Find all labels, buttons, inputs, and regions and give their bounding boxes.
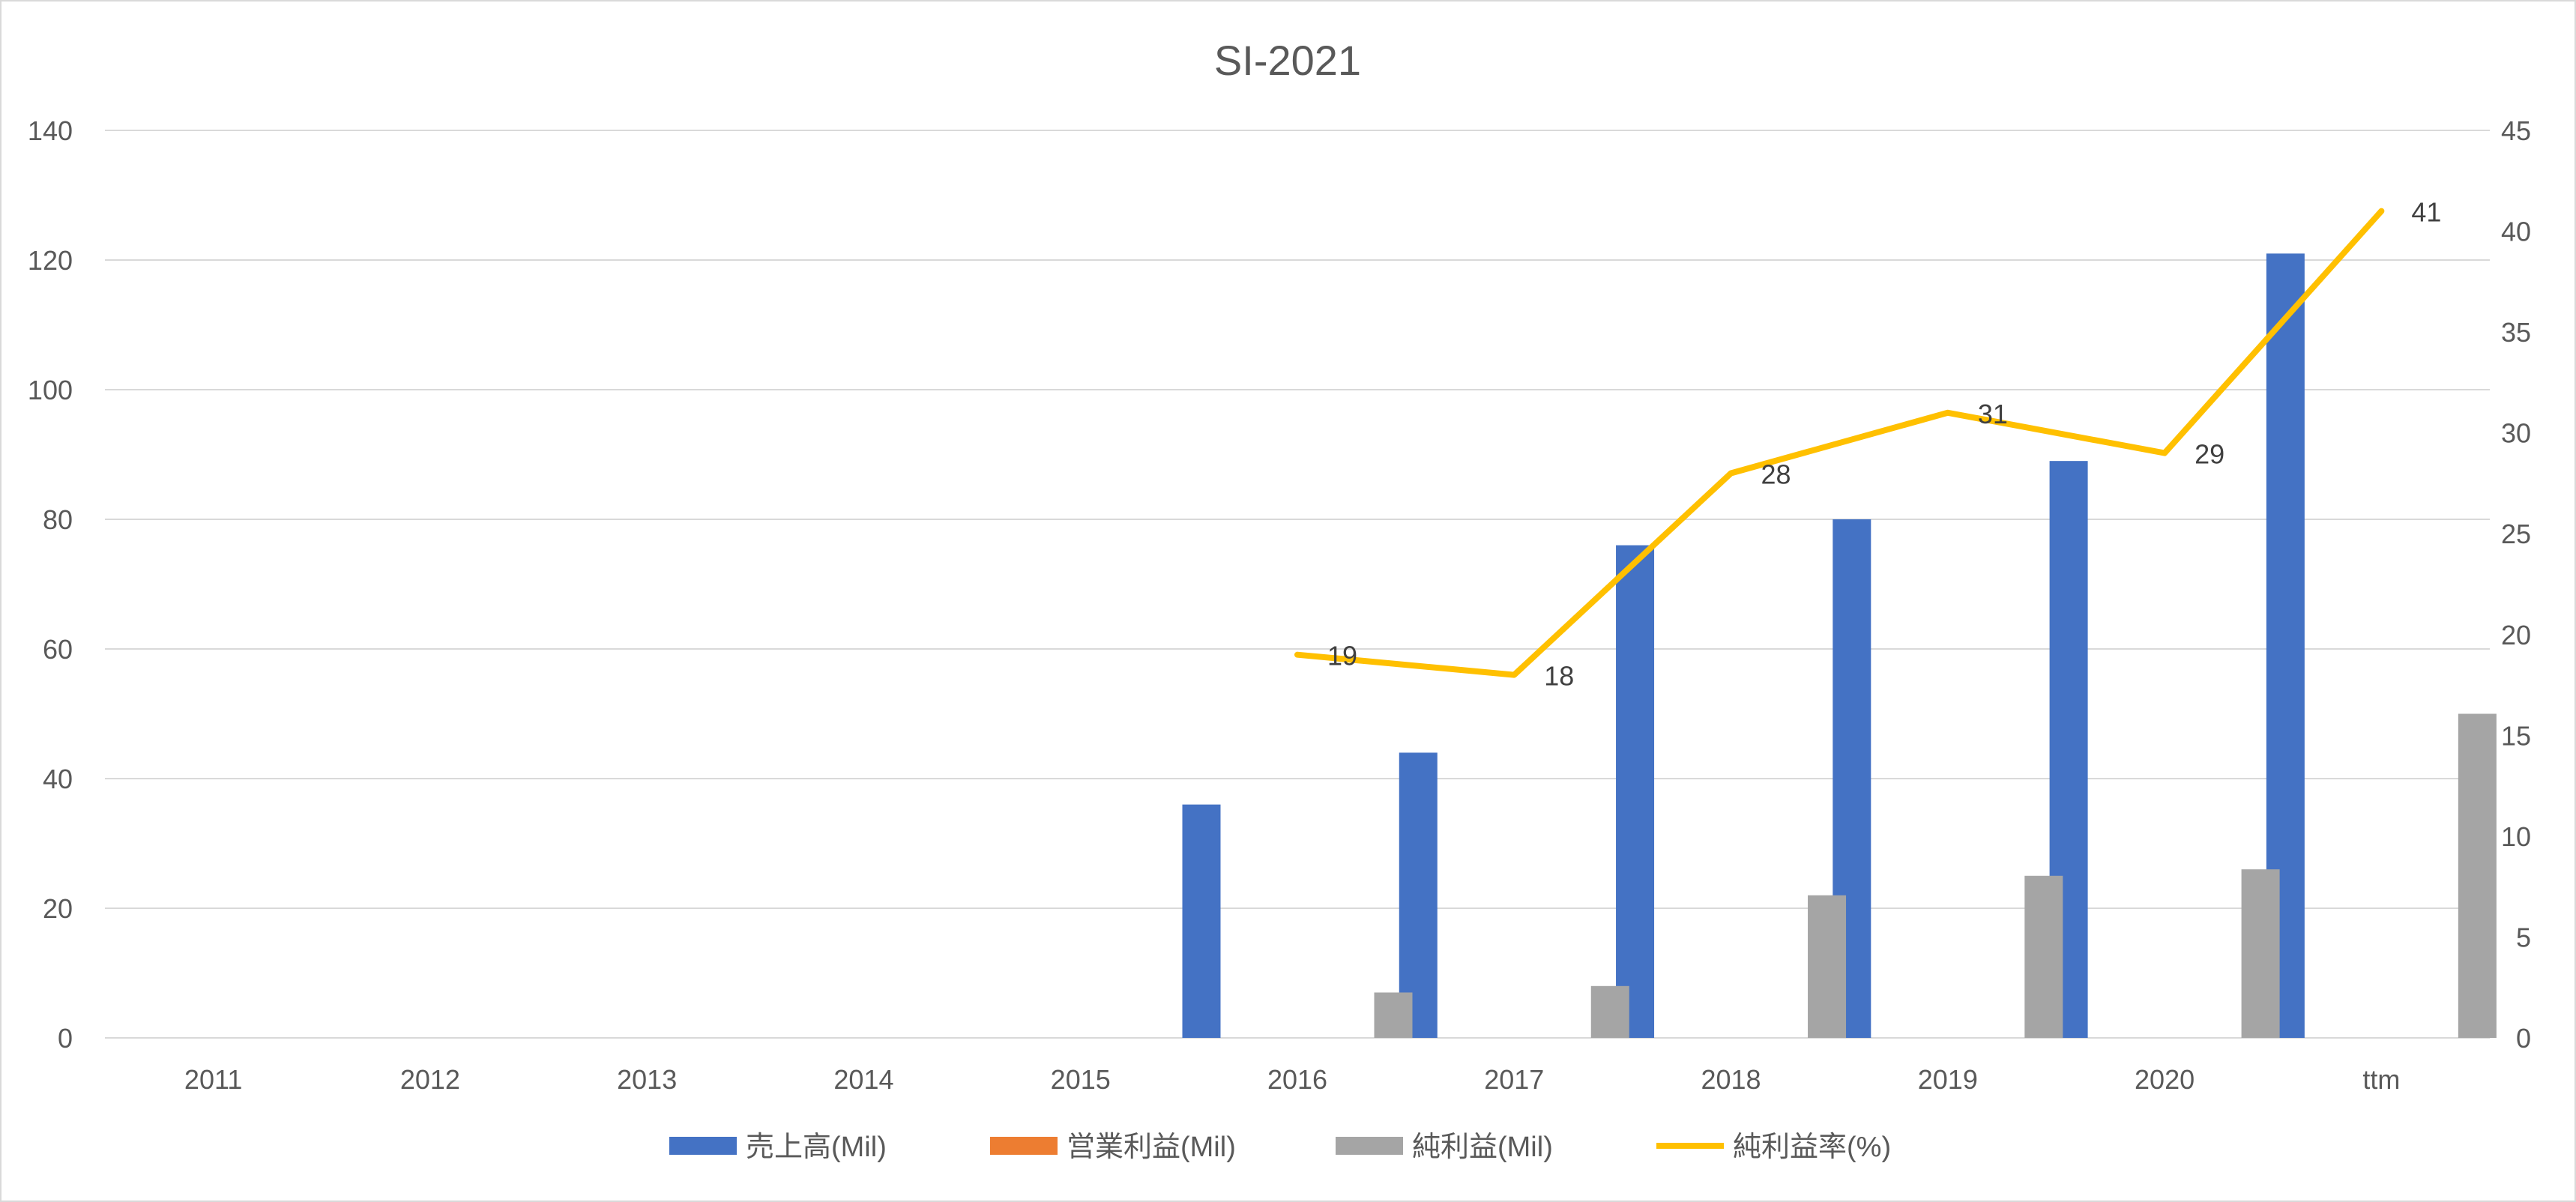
x-tick-label: 2015: [1051, 1064, 1111, 1095]
legend-swatch: [669, 1137, 737, 1155]
x-tick-label: 2020: [2135, 1064, 2195, 1095]
y-right-tick-label: 0: [2516, 1023, 2531, 1054]
y-left-tick-label: 40: [43, 764, 73, 794]
chart-title: SI-2021: [1214, 37, 1361, 84]
gridlines: [105, 130, 2490, 1039]
y-right-tick-label: 20: [2501, 620, 2531, 650]
y-left-tick-label: 100: [28, 375, 73, 405]
y-right-tick-label: 5: [2516, 922, 2531, 952]
y-right-tick-label: 35: [2501, 317, 2531, 348]
right-axis: 0 5 10 15 20 25 30 35 40 45: [2501, 115, 2531, 1054]
legend-swatch: [990, 1137, 1058, 1155]
legend-label: 純利益率(%): [1733, 1132, 1891, 1163]
data-label: 31: [1978, 399, 2008, 429]
y-left-tick-label: 80: [43, 504, 73, 535]
bar: [1399, 752, 1438, 1038]
data-label: 19: [1327, 641, 1357, 671]
y-left-tick-label: 120: [28, 245, 73, 276]
y-right-tick-label: 40: [2501, 217, 2531, 247]
x-tick-label: 2017: [1484, 1064, 1544, 1095]
y-right-tick-label: 10: [2501, 821, 2531, 852]
legend-label: 売上高(Mil): [746, 1132, 887, 1163]
legend-label: 営業利益(Mil): [1067, 1132, 1236, 1163]
bar: [2024, 875, 2063, 1038]
y-right-tick-label: 30: [2501, 418, 2531, 449]
line-series-path: [1294, 208, 2385, 678]
data-label: 28: [1761, 459, 1791, 489]
bars: [1182, 253, 2497, 1039]
bar: [2241, 869, 2280, 1038]
legend: 売上高(Mil) 営業利益(Mil) 純利益(Mil) 純利益率(%): [669, 1132, 1891, 1163]
legend-label: 純利益(Mil): [1412, 1132, 1553, 1163]
bar: [1616, 545, 1655, 1038]
x-tick-label: 2013: [617, 1064, 677, 1095]
bar: [1374, 992, 1413, 1038]
y-left-tick-label: 0: [58, 1023, 73, 1054]
x-tick-label: ttm: [2362, 1064, 2400, 1095]
x-tick-label: 2018: [1701, 1064, 1761, 1095]
data-label: 18: [1544, 661, 1574, 692]
bar: [1808, 895, 1847, 1038]
bar: [1590, 985, 1629, 1038]
legend-swatch: [1336, 1137, 1403, 1155]
y-right-tick-label: 15: [2501, 720, 2531, 751]
bar: [2458, 713, 2497, 1038]
x-axis: 2011 2012 2013 2014 2015 2016 2017 2018 2019 2020…: [184, 1064, 2400, 1095]
y-left-tick-label: 20: [43, 893, 73, 924]
y-left-tick-label: 140: [28, 115, 73, 146]
x-tick-label: 2014: [833, 1064, 893, 1095]
bar: [1182, 804, 1221, 1038]
data-label: 41: [2411, 197, 2441, 228]
x-tick-label: 2011: [184, 1064, 242, 1095]
data-label: 29: [2195, 439, 2224, 470]
x-tick-label: 2012: [400, 1064, 460, 1095]
line-series: 19 18 28 31 29 41: [1294, 197, 2441, 692]
y-right-tick-label: 45: [2501, 115, 2531, 146]
x-tick-label: 2016: [1267, 1064, 1327, 1095]
y-left-tick-label: 60: [43, 634, 73, 665]
x-tick-label: 2019: [1918, 1064, 1978, 1095]
y-right-tick-label: 25: [2501, 519, 2531, 549]
left-axis: 0 20 40 60 80 100 120 140: [28, 115, 73, 1054]
